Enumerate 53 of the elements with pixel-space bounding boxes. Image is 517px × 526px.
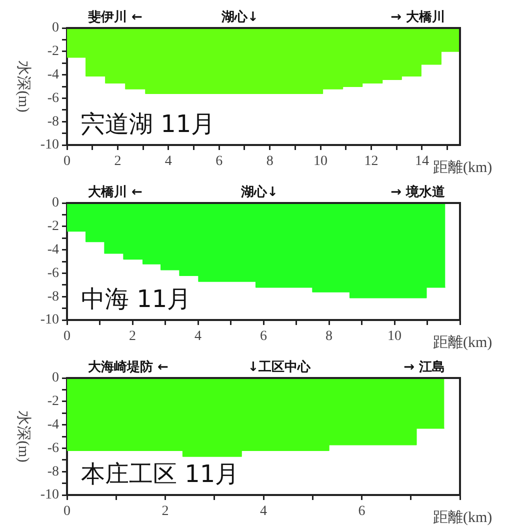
text: → 大橋川 bbox=[390, 10, 445, 25]
y-tick-label: -2 bbox=[47, 394, 59, 410]
x-axis-title: 距離(km) bbox=[433, 334, 492, 351]
y-tick-label: 0 bbox=[52, 20, 59, 36]
x-tick-label: 2 bbox=[129, 329, 136, 344]
x-tick-label: 8 bbox=[266, 154, 274, 170]
y-tick-label: -4 bbox=[47, 242, 59, 258]
y-axis-title: 水深(m) bbox=[15, 60, 32, 112]
y-tick-label: -10 bbox=[40, 312, 59, 328]
x-tick-label: 6 bbox=[216, 154, 223, 170]
x-tick-label: 0 bbox=[64, 154, 70, 170]
y-tick-label: -8 bbox=[47, 114, 59, 130]
y-tick-label: -6 bbox=[47, 90, 59, 106]
text: 宍道湖 11月 bbox=[81, 110, 216, 138]
x-tick-label: 0 bbox=[64, 504, 70, 520]
y-tick-label: -4 bbox=[47, 417, 59, 432]
text: 大橋川 ← bbox=[88, 185, 143, 200]
y-axis-title: 水深(m) bbox=[15, 410, 32, 462]
x-tick-label: 12 bbox=[364, 154, 378, 170]
y-tick-label: -8 bbox=[47, 464, 59, 480]
text: 湖心↓ bbox=[220, 9, 258, 25]
y-tick-label: -4 bbox=[47, 67, 59, 82]
x-tick-label: 4 bbox=[260, 504, 267, 520]
text: → 江島 bbox=[404, 359, 445, 375]
x-tick-label: 6 bbox=[260, 329, 267, 344]
x-tick-label: 14 bbox=[414, 154, 429, 170]
x-tick-label: 2 bbox=[114, 154, 122, 170]
x-tick-label: 10 bbox=[388, 329, 402, 344]
x-tick-label: 8 bbox=[326, 329, 332, 344]
y-tick-label: -10 bbox=[40, 138, 59, 153]
x-tick-label: 0 bbox=[64, 329, 70, 344]
y-tick-label: 0 bbox=[52, 196, 59, 211]
y-tick-label: -2 bbox=[47, 219, 59, 234]
y-tick-label: 0 bbox=[52, 370, 59, 386]
text: 湖心↓ bbox=[240, 184, 278, 200]
y-tick-label: -6 bbox=[47, 266, 59, 281]
x-axis-title: 距離(km) bbox=[433, 159, 492, 176]
text: 中海 11月 bbox=[81, 285, 192, 313]
y-tick-label: -10 bbox=[40, 488, 59, 503]
x-tick-label: 2 bbox=[162, 504, 169, 520]
x-tick-label: 4 bbox=[194, 329, 202, 344]
text: → 境水道 bbox=[390, 184, 446, 200]
text: ↓工区中心 bbox=[248, 359, 312, 375]
text: 大海崎堤防 ← bbox=[88, 359, 169, 375]
y-tick-label: -6 bbox=[47, 440, 59, 456]
x-tick-label: 4 bbox=[164, 154, 172, 170]
x-tick-label: 6 bbox=[358, 504, 366, 520]
text: 斐伊川 ← bbox=[88, 10, 143, 25]
text: 本庄工区 11月 bbox=[81, 460, 240, 488]
y-tick-label: -2 bbox=[47, 44, 59, 60]
x-axis-title: 距離(km) bbox=[433, 509, 492, 526]
x-tick-label: 10 bbox=[314, 154, 328, 170]
y-tick-label: -8 bbox=[47, 289, 59, 304]
